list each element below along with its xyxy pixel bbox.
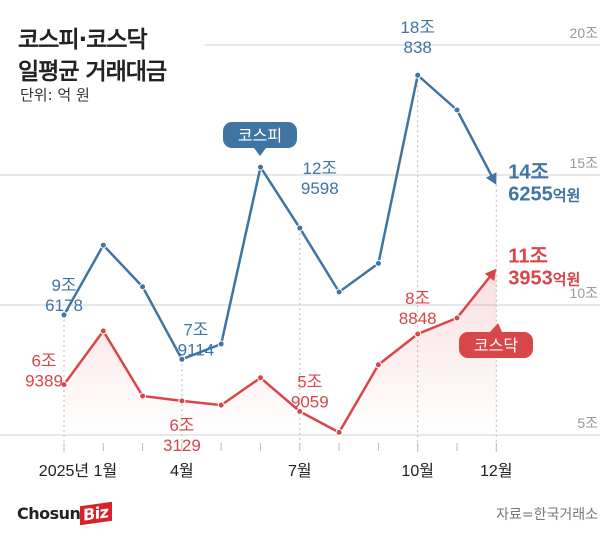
value-label: 9389	[25, 372, 63, 391]
value-label: 6조	[169, 416, 194, 435]
value-label: 6178	[45, 296, 83, 315]
data-point	[99, 241, 107, 249]
x-tick-label: 4월	[170, 462, 194, 480]
data-point	[99, 327, 107, 335]
kospi-line-end	[455, 109, 494, 178]
y-tick-label: 20조	[570, 25, 599, 41]
source-label: 자료=한국거래소	[496, 507, 598, 523]
value-label: 7조	[183, 320, 208, 339]
x-tick-label: 7월	[288, 462, 312, 480]
data-point	[257, 374, 264, 382]
x-tick-label: 10월	[401, 462, 434, 480]
data-point	[257, 163, 264, 171]
logo-badge: Biz	[80, 501, 112, 526]
data-point	[453, 106, 461, 114]
chosunbiz-logo: Chosun Biz	[17, 501, 112, 526]
end-value-label: 6255억원	[508, 184, 580, 206]
value-label: 18조	[400, 18, 435, 37]
data-point	[453, 314, 461, 322]
chart-title-line1: 코스피·코스닥	[18, 27, 148, 53]
value-label: 12조	[303, 159, 338, 178]
value-label: 8조	[405, 289, 430, 308]
unit-label: 단위: 억 원	[20, 86, 90, 104]
y-tick-label: 10조	[570, 285, 599, 301]
legend-label: 코스닥	[474, 337, 518, 355]
data-point	[217, 340, 225, 348]
logo-text: Chosun	[17, 504, 81, 523]
value-label: 3129	[163, 436, 201, 455]
end-value-label: 14조	[508, 162, 549, 184]
y-tick-label: 5조	[577, 415, 598, 431]
data-point	[374, 259, 382, 267]
unit-suffix: 억원	[553, 271, 581, 289]
data-point	[414, 330, 422, 338]
data-point	[296, 407, 304, 415]
data-point	[414, 71, 422, 79]
value-label: 9059	[291, 392, 329, 411]
end-value-label: 3953억원	[508, 268, 580, 290]
value-label: 6조	[31, 352, 56, 371]
arrowhead-icon	[484, 268, 497, 282]
value-label: 5조	[297, 372, 322, 391]
data-point	[178, 355, 186, 363]
data-point	[296, 224, 304, 232]
value-label: 9114	[178, 340, 215, 359]
kosdaq-line-end	[456, 274, 492, 319]
unit-suffix: 억원	[553, 187, 581, 205]
x-tick-label: 2025년 1월	[39, 462, 117, 480]
data-point	[60, 381, 68, 389]
value-label: 838	[404, 38, 432, 57]
legend-badge	[223, 122, 297, 148]
data-point	[374, 361, 382, 369]
y-tick-label: 15조	[570, 155, 599, 171]
data-point	[335, 288, 343, 296]
legend-badge	[459, 332, 533, 358]
data-point	[60, 311, 68, 319]
data-point	[217, 401, 225, 409]
value-label: 9조	[51, 276, 76, 295]
value-label: 9598	[301, 179, 339, 198]
end-value-label: 11조	[508, 246, 548, 268]
legend-label: 코스피	[238, 127, 282, 145]
x-tick-label: 12월	[480, 462, 513, 480]
data-point	[335, 428, 343, 436]
badge-pointer	[254, 148, 266, 156]
arrowhead-icon	[485, 172, 497, 185]
chart-title-line2: 일평균 거래대금	[18, 59, 167, 85]
data-point	[139, 283, 147, 291]
data-point	[178, 397, 186, 405]
badge-pointer	[490, 323, 502, 332]
value-label: 8848	[399, 309, 437, 328]
data-point	[139, 392, 147, 400]
kosdaq-area	[64, 268, 497, 435]
